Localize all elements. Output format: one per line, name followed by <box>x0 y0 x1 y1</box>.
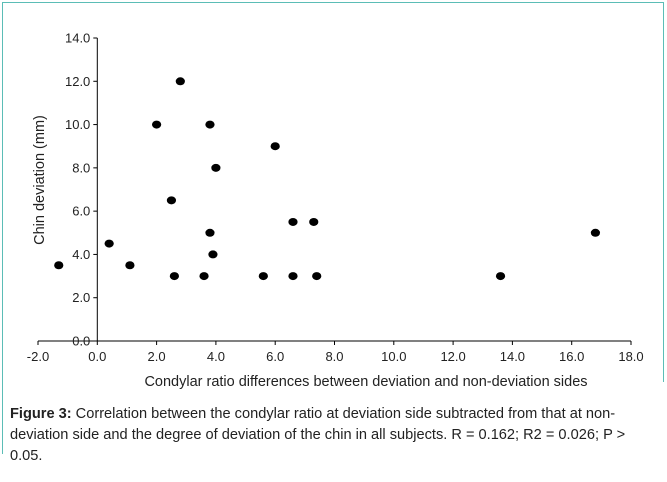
x-tick-label: 14.0 <box>500 349 525 364</box>
data-point <box>590 228 601 237</box>
data-point <box>211 163 221 172</box>
x-tick-label: 2.0 <box>148 349 166 364</box>
y-tick-label: 6.0 <box>72 204 90 219</box>
data-point <box>205 228 215 237</box>
y-tick-label: 4.0 <box>72 247 90 262</box>
y-axis-title: Chin deviation (mm) <box>32 115 48 245</box>
caption-text: Correlation between the condylar ratio a… <box>10 406 626 464</box>
figure-frame <box>2 2 664 382</box>
x-tick-label: 6.0 <box>266 349 284 364</box>
x-tick-label: 10.0 <box>381 349 406 364</box>
data-points <box>54 77 601 281</box>
y-tick-label: 0.0 <box>72 334 90 349</box>
data-point <box>169 272 179 281</box>
data-point <box>208 250 218 259</box>
axes <box>38 38 631 342</box>
data-point <box>205 120 215 129</box>
figure-caption: Figure 3: Correlation between the condyl… <box>10 404 660 467</box>
caption-rule <box>2 382 3 454</box>
data-point <box>288 217 298 226</box>
x-tick-label: 18.0 <box>618 349 643 364</box>
data-point <box>152 120 162 129</box>
y-tick-label: 14.0 <box>65 31 90 46</box>
x-tick-label: 12.0 <box>440 349 465 364</box>
x-axis-title: Condylar ratio differences between devia… <box>144 374 587 390</box>
data-point <box>270 142 280 151</box>
data-point <box>309 217 319 226</box>
x-tick-label: 8.0 <box>325 349 343 364</box>
data-point <box>495 272 506 281</box>
x-tick-label: -2.0 <box>27 349 49 364</box>
y-tick-label: 10.0 <box>65 117 90 132</box>
x-tick-label: 16.0 <box>559 349 584 364</box>
x-tick-label: 0.0 <box>88 349 106 364</box>
data-point <box>258 272 268 281</box>
y-tick-label: 12.0 <box>65 74 90 89</box>
data-point <box>312 272 322 281</box>
ticks: 0.0 2.0 4.0 6.0 8.0 10.0 12.0 14.0 -2.0 0.0 2.0 4.0… <box>27 31 644 365</box>
x-tick-label: 4.0 <box>207 349 225 364</box>
data-point <box>199 272 209 281</box>
data-point <box>166 196 177 205</box>
y-tick-label: 8.0 <box>72 160 90 175</box>
y-tick-label: 2.0 <box>72 290 90 305</box>
data-point <box>288 272 298 281</box>
data-point <box>125 261 135 270</box>
data-point <box>175 77 185 86</box>
data-point <box>104 239 114 248</box>
scatter-chart: 0.0 2.0 4.0 6.0 8.0 10.0 12.0 14.0 -2.0 0.0 2.0 4.0… <box>27 31 644 391</box>
data-point <box>54 261 64 270</box>
caption-label: Figure 3: <box>10 406 72 422</box>
